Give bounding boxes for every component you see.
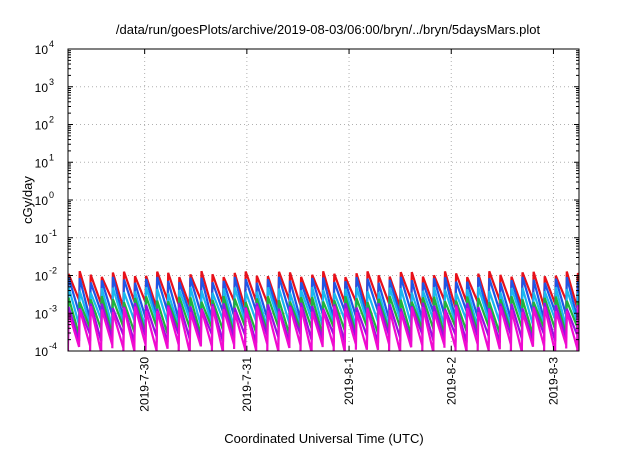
y-tick-label-base: 10 [35, 307, 49, 321]
y-tick-label-exponent: 1 [49, 152, 54, 162]
y-tick-label: 10 4 [35, 39, 54, 57]
y-tick-label: 10 0 [35, 190, 54, 208]
y-tick-label-base: 10 [35, 119, 49, 133]
x-axis-label: Coordinated Universal Time (UTC) [224, 431, 423, 446]
y-tick-label-base: 10 [35, 156, 49, 170]
y-tick-label-base: 10 [35, 345, 49, 359]
y-tick-label-exponent: 2 [49, 115, 54, 125]
y-tick-label-base: 10 [35, 81, 49, 95]
x-tick-label: 2019-7-30 [138, 357, 152, 412]
series-line [68, 305, 579, 351]
y-tick-label-base: 10 [35, 43, 49, 57]
y-tick-label-exponent: 3 [49, 77, 54, 87]
series-group [68, 270, 579, 351]
y-tick-label-exponent: -2 [49, 266, 57, 276]
y-tick-label: 10 2 [35, 115, 54, 133]
x-tick-label: 2019-8-3 [546, 357, 560, 405]
x-tick-label: 2019-8-1 [342, 357, 356, 405]
chart-title: /data/run/goesPlots/archive/2019-08-03/0… [116, 22, 541, 37]
y-tick-label: 10 -1 [35, 228, 57, 246]
y-tick-label-base: 10 [35, 270, 49, 284]
y-tick-label-exponent: -1 [49, 228, 57, 238]
y-tick-label-exponent: 0 [49, 190, 54, 200]
y-tick-label: 10 1 [35, 152, 54, 170]
y-tick-label: 10 3 [35, 77, 54, 95]
y-tick-label-exponent: -4 [49, 341, 57, 351]
x-tick-label: 2019-7-31 [240, 357, 254, 412]
x-axis: 2019-7-30 2019-7-31 2019-8-1 2019-8-2 2019-8… [138, 49, 560, 412]
y-tick-label: 10 -2 [35, 266, 57, 284]
y-tick-label-base: 10 [35, 232, 49, 246]
y-axis-label: cGy/day [20, 176, 35, 224]
y-tick-label-exponent: 4 [49, 39, 54, 49]
y-tick-label: 10 -3 [35, 303, 57, 321]
y-tick-label-exponent: -3 [49, 303, 57, 313]
y-tick-label: 10 -4 [35, 341, 57, 359]
y-tick-label-base: 10 [35, 194, 49, 208]
x-tick-label: 2019-8-2 [444, 357, 458, 405]
